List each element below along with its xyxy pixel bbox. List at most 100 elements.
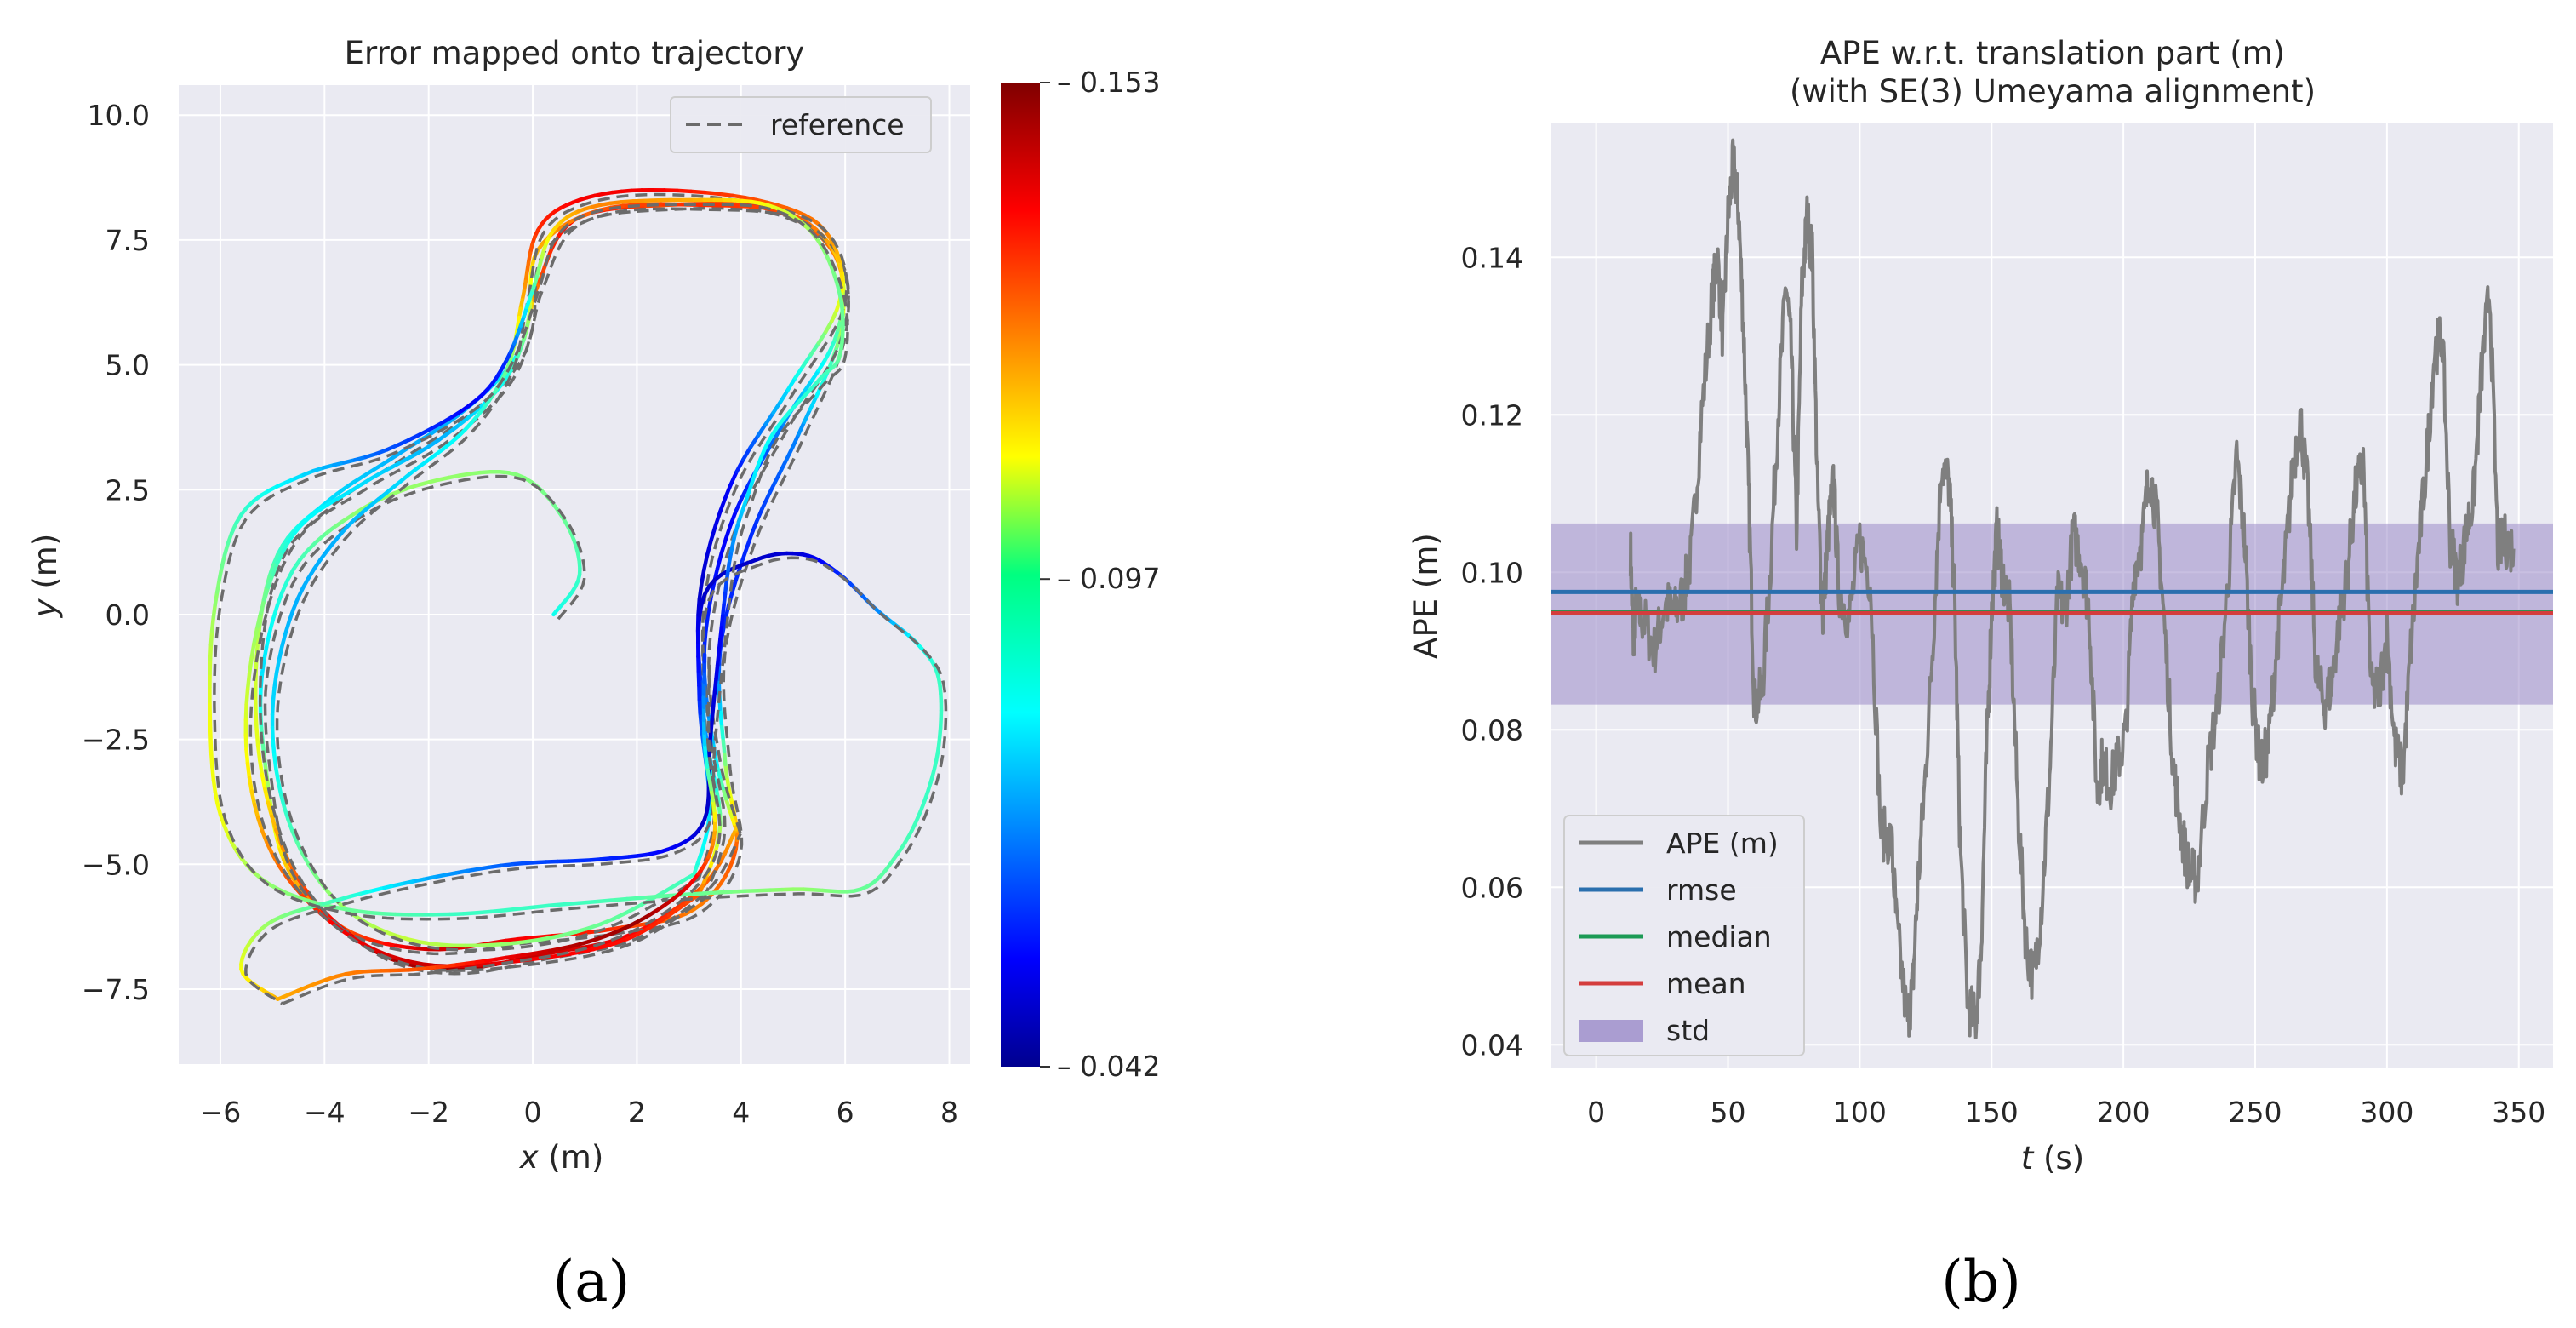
estimate-segment xyxy=(816,329,828,346)
estimate-segment xyxy=(252,627,260,646)
estimate-segment xyxy=(696,669,701,688)
estimate-segment xyxy=(245,761,252,780)
estimate-segment xyxy=(287,607,295,624)
estimate-segment xyxy=(666,907,681,918)
estimate-segment xyxy=(687,891,705,896)
estimate-segment xyxy=(407,432,423,443)
estimate-segment xyxy=(260,828,269,845)
estimate-segment xyxy=(267,563,276,578)
x-tick-label: 2 xyxy=(628,1096,646,1129)
estimate-segment xyxy=(749,519,759,537)
estimate-segment xyxy=(289,866,300,882)
estimate-segment xyxy=(771,399,783,415)
estimate-segment xyxy=(713,509,723,529)
estimate-segment xyxy=(796,420,807,437)
reference-trajectory xyxy=(248,207,850,972)
estimate-segment xyxy=(730,575,740,593)
y-tick-label: −2.5 xyxy=(82,724,150,757)
ape-x-axis-label: t (s) xyxy=(2021,1140,2084,1176)
estimate-segment xyxy=(580,947,596,954)
x-tick-label: 8 xyxy=(940,1096,958,1129)
estimate-segment xyxy=(592,898,614,904)
trajectory-legend-box xyxy=(670,96,932,153)
estimate-segment xyxy=(549,933,566,940)
estimate-segment xyxy=(697,582,704,602)
estimate-segment xyxy=(247,775,254,793)
estimate-segment xyxy=(277,644,284,662)
estimate-segment xyxy=(243,702,248,722)
estimate-segment xyxy=(266,800,274,819)
estimate-segment xyxy=(300,850,311,866)
y-tick-label: 2.5 xyxy=(106,473,150,507)
estimate-segment xyxy=(591,944,608,952)
estimate-segment xyxy=(730,193,747,200)
estimate-segment xyxy=(396,438,411,448)
estimate-segment xyxy=(255,625,262,643)
estimate-segment xyxy=(294,839,305,856)
estimate-segment xyxy=(698,711,704,730)
ape-chart-title-line2: (with SE(3) Umeyama alignment) xyxy=(1790,73,2316,110)
estimate-segment xyxy=(254,614,262,632)
estimate-segment xyxy=(568,949,585,956)
estimate-segment xyxy=(754,507,764,524)
estimate-segment xyxy=(380,911,397,917)
y-tick-label: 0.04 xyxy=(1461,1028,1523,1062)
estimate-segment xyxy=(260,772,267,791)
ape-chart: APE w.r.t. translation part (m) (with SE… xyxy=(1408,35,2553,1314)
estimate-segment xyxy=(274,552,283,568)
estimate-segment xyxy=(823,318,834,335)
estimate-segment xyxy=(561,930,579,937)
estimate-segment xyxy=(254,712,259,732)
estimate-segment xyxy=(527,935,543,941)
estimate-segment xyxy=(487,942,504,947)
estimate-segment xyxy=(280,578,289,595)
estimate-segment xyxy=(635,926,650,937)
estimate-segment xyxy=(717,192,734,198)
x-tick-label: 4 xyxy=(732,1096,750,1129)
estimate-segment xyxy=(631,198,648,203)
estimate-segment xyxy=(705,538,713,558)
x-tick-label: 0 xyxy=(524,1096,542,1129)
x-tick-label: −6 xyxy=(200,1096,242,1129)
x-tick-label: 150 xyxy=(1965,1096,2019,1129)
estimate-segment xyxy=(286,817,294,833)
estimate-segment xyxy=(766,482,777,499)
estimate-segment xyxy=(521,860,537,866)
x-tick-label: −2 xyxy=(408,1096,449,1129)
estimate-segment xyxy=(718,707,724,726)
estimate-segment xyxy=(291,558,302,572)
estimate-segment xyxy=(641,894,661,900)
estimate-segment xyxy=(255,816,265,833)
estimate-segment xyxy=(208,725,213,743)
estimate-segment xyxy=(220,553,227,570)
estimate-segment xyxy=(728,470,739,487)
estimate-segment xyxy=(532,860,548,865)
estimate-segment xyxy=(552,948,568,954)
ape-legend-entries: APE (m) rmse median mean std xyxy=(1579,827,1779,1047)
estimate-segment xyxy=(830,308,839,323)
estimate-segment xyxy=(541,950,557,957)
estimate-segment xyxy=(639,922,654,932)
estimate-segment xyxy=(269,564,278,580)
estimate-segment xyxy=(447,912,466,917)
estimate-segment xyxy=(264,631,271,650)
estimate-segment xyxy=(835,333,842,349)
estimate-segment xyxy=(715,764,723,780)
estimate-segment xyxy=(808,394,819,412)
estimate-segment xyxy=(712,677,718,695)
estimate-segment xyxy=(343,907,360,913)
estimate-segment xyxy=(802,379,814,394)
estimate-segment xyxy=(646,920,661,931)
x-tick-label: 0 xyxy=(1587,1096,1605,1129)
x-tick-label: −4 xyxy=(304,1096,346,1129)
estimate-segment xyxy=(702,627,708,647)
estimate-segment xyxy=(272,753,278,770)
estimate-segment xyxy=(710,704,716,722)
estimate-segment xyxy=(624,932,639,942)
estimate-segment xyxy=(252,803,260,820)
estimate-segment xyxy=(702,552,710,572)
estimate-segment xyxy=(823,347,833,363)
x-tick-label: 6 xyxy=(837,1096,854,1129)
estimate-segment xyxy=(249,641,256,661)
estimate-segment xyxy=(724,775,731,791)
